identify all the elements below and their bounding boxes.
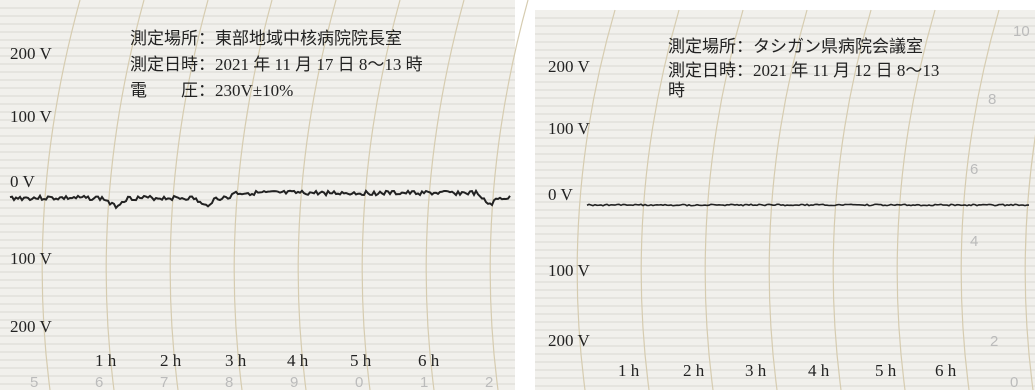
y-label: 100 V [10, 249, 52, 268]
scale-number: 8 [225, 374, 233, 390]
scale-number: 1 [420, 374, 428, 390]
scale-number: 2 [990, 333, 998, 350]
hour-label: 3 h [225, 351, 247, 370]
scale-number: 9 [290, 374, 298, 390]
caption-line: 電 圧：230V±10% [130, 81, 293, 100]
scale-number: 0 [355, 374, 363, 390]
y-label: 200 V [548, 331, 590, 350]
y-label: 0 V [10, 172, 35, 191]
hour-label: 3 h [745, 361, 767, 380]
hour-label: 5 h [350, 351, 372, 370]
scale-number: 4 [970, 233, 978, 250]
hour-label: 2 h [160, 351, 182, 370]
y-label: 200 V [10, 44, 52, 63]
caption-line: 測定場所：タシガン県病院会議室 [668, 37, 923, 56]
scale-number: 6 [970, 161, 978, 178]
scale-number: 6 [95, 374, 103, 390]
y-label: 100 V [548, 119, 590, 138]
hour-label: 2 h [683, 361, 705, 380]
caption-line: 測定場所：東部地域中核病院院長室 [130, 29, 402, 48]
hour-label: 6 h [935, 361, 957, 380]
y-label: 200 V [10, 317, 52, 336]
y-label: 200 V [548, 57, 590, 76]
hour-label: 1 h [618, 361, 640, 380]
screenshot: 測定場所：東部地域中核病院院長室測定日時：2021 年 11 月 17 日 8～… [0, 0, 1035, 390]
hour-label: 1 h [95, 351, 117, 370]
scale-number: 5 [30, 374, 38, 390]
y-label: 100 V [548, 261, 590, 280]
scale-number: 10 [1013, 23, 1030, 40]
scale-number: 8 [988, 91, 996, 108]
hour-label: 4 h [808, 361, 830, 380]
hour-label: 5 h [875, 361, 897, 380]
caption-line: 時 [668, 81, 685, 100]
caption-line: 測定日時：2021 年 11 月 17 日 8～13 時 [130, 55, 423, 74]
hour-label: 4 h [287, 351, 309, 370]
hour-label: 6 h [418, 351, 440, 370]
caption-line: 測定日時：2021 年 11 月 12 日 8～13 [668, 61, 939, 80]
y-label: 100 V [10, 107, 52, 126]
scale-number: 0 [1010, 374, 1018, 390]
scale-number: 2 [485, 374, 493, 390]
y-label: 0 V [548, 185, 573, 204]
scale-number: 7 [160, 374, 168, 390]
